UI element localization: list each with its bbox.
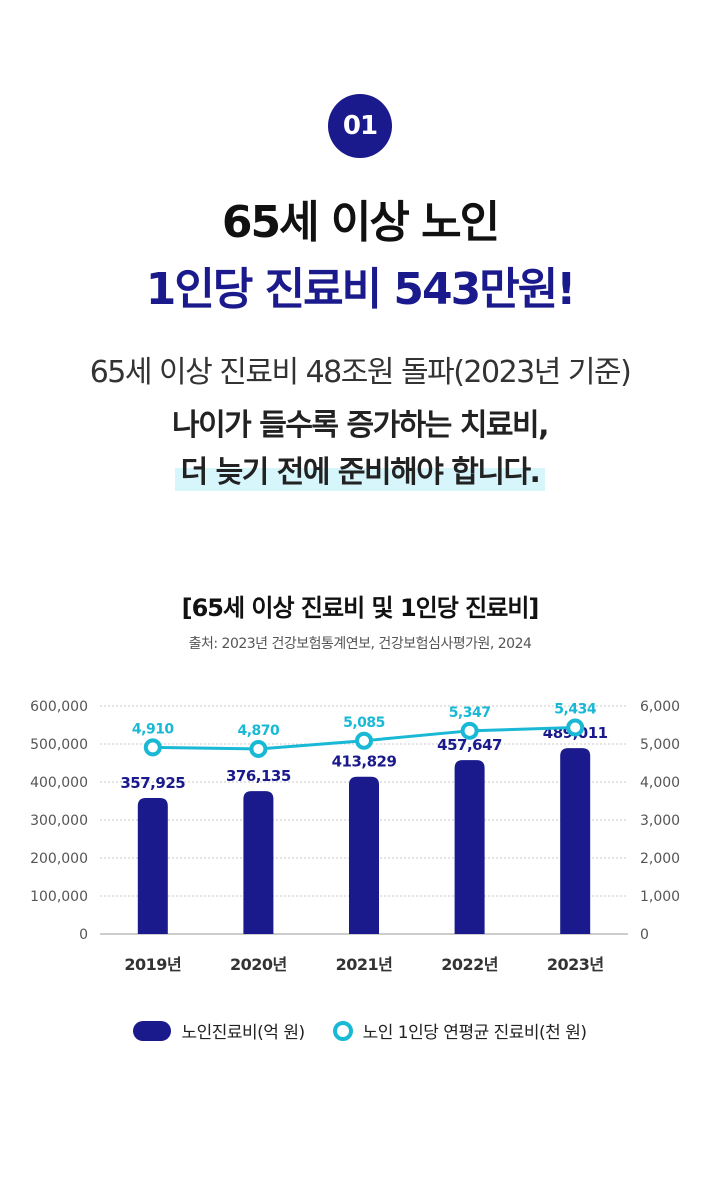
section-number-badge: 01 [328,94,392,158]
subtext-line-2: 나이가 들수록 증가하는 치료비, [171,408,550,443]
y-right-tick-label: 4,000 [640,775,680,791]
bar-data-label: 357,925 [120,774,185,792]
line-point [143,738,162,757]
y-right-tick-label: 6,000 [640,699,680,715]
legend-bar-swatch [133,1020,172,1041]
line-data-label: 5,085 [343,715,385,731]
bar [243,791,274,934]
legend-line-swatch [332,1020,353,1041]
legend-item-line: 노인 1인당 연평균 진료비(천 원) [332,1018,587,1043]
legend-label-line: 노인 1인당 연평균 진료비(천 원) [362,1023,587,1043]
bar-data-label: 376,135 [226,767,291,785]
x-tick-label: 2021년 [336,955,393,974]
y-left-tick-label: 100,000 [30,889,88,905]
y-left-tick-label: 200,000 [30,851,88,867]
y-right-tick-label: 2,000 [640,851,680,867]
combo-chart: 0 100,000 200,000 300,000 400,000 500,000 600,… [30,699,680,974]
line-data-label: 4,870 [238,723,281,739]
y-right-tick-label: 5,000 [640,737,680,753]
highlighted-text: 더 늦기 전에 준비해야 합니다. [174,447,546,491]
bar [349,776,379,934]
y-right-tick-label: 1,000 [640,889,680,905]
x-tick-label: 2022년 [441,955,498,974]
chart-legend: 노인진료비(억 원) 노인 1인당 연평균 진료비(천 원) [0,1018,720,1043]
bar [454,760,485,934]
y-left-tick-label: 500,000 [30,737,88,753]
x-tick-label: 2020년 [230,955,287,974]
line-point [249,739,268,758]
line-data-label: 5,434 [554,702,597,718]
bar-data-label: 413,829 [332,753,397,771]
y-left-tick-label: 300,000 [30,813,88,829]
chart-source: 출처: 2023년 건강보험통계연보, 건강보험심사평가원, 2024 [188,636,532,652]
line-point [566,718,585,737]
y-left-tick-label: 600,000 [30,699,88,715]
line-point [355,731,373,750]
y-left-tick-label: 0 [79,927,88,943]
line-data-label: 4,910 [132,721,175,737]
y-left-tick-label: 400,000 [30,775,88,791]
subtext-line-3: 더 늦기 전에 준비해야 합니다. [0,447,720,491]
line-data-label: 5,347 [449,705,491,721]
bar-data-label: 457,647 [437,736,502,754]
chart-title: [65세 이상 진료비 및 1인당 진료비] [181,594,540,622]
headline-line-1: 65세 이상 노인 [221,197,500,248]
legend-label-bar: 노인진료비(억 원) [181,1023,305,1043]
x-tick-label: 2023년 [547,955,604,974]
y-right-tick-label: 3,000 [640,813,680,829]
headline-line-2: 1인당 진료비 543만원! [145,264,577,315]
x-tick-label: 2019년 [124,955,181,974]
bar [137,797,168,934]
bar [560,748,591,934]
line-point [460,721,479,740]
legend-item-bar: 노인진료비(억 원) [133,1018,305,1043]
y-right-tick-label: 0 [640,927,649,943]
subtext-line-1: 65세 이상 진료비 48조원 돌파(2023년 기준) [89,355,632,390]
